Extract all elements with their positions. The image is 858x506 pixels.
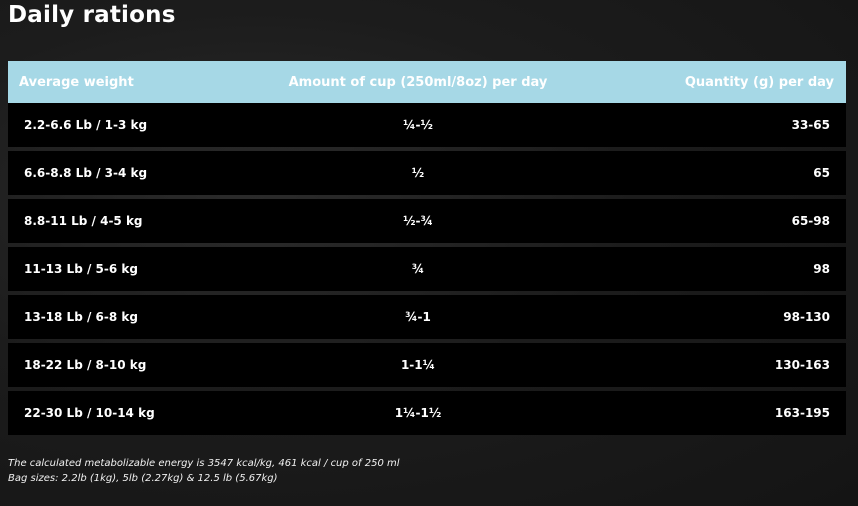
table-row: 8.8-11 Lb / 4-5 kg ½-¾ 65-98 [8,199,846,243]
cell-weight: 18-22 Lb / 8-10 kg [24,358,147,372]
page-title: Daily rations [8,2,176,28]
table-row: 6.6-8.8 Lb / 3-4 kg ½ 65 [8,151,846,195]
cell-grams: 163-195 [774,406,830,420]
cell-weight: 6.6-8.8 Lb / 3-4 kg [24,166,148,180]
cell-weight: 8.8-11 Lb / 4-5 kg [24,214,143,228]
cell-grams: 65-98 [791,214,830,228]
cell-weight: 22-30 Lb / 10-14 kg [24,406,155,420]
rations-table: Average weight Amount of cup (250ml/8oz)… [8,61,846,435]
cell-weight: 2.2-6.6 Lb / 1-3 kg [24,118,148,132]
cell-cup: ¼-½ [403,118,433,132]
cell-grams: 65 [813,166,830,180]
header-cup-amount: Amount of cup (250ml/8oz) per day [288,74,548,90]
cell-grams: 33-65 [791,118,830,132]
cell-grams: 130-163 [774,358,830,372]
cell-cup: ½ [411,166,425,180]
table-row: 2.2-6.6 Lb / 1-3 kg ¼-½ 33-65 [8,103,846,147]
footnotes: The calculated metabolizable energy is 3… [8,456,400,486]
table-row: 13-18 Lb / 6-8 kg ¾-1 98-130 [8,295,846,339]
header-quantity: Quantity (g) per day [684,74,834,90]
cell-cup: ¾-1 [405,310,431,324]
table-row: 18-22 Lb / 8-10 kg 1-1¼ 130-163 [8,343,846,387]
bag-sizes-note: Bag sizes: 2.2lb (1kg), 5lb (2.27kg) & 1… [8,473,278,484]
cell-grams: 98-130 [783,310,830,324]
table-header: Average weight Amount of cup (250ml/8oz)… [8,61,846,103]
table-row: 11-13 Lb / 5-6 kg ¾ 98 [8,247,846,291]
cell-weight: 13-18 Lb / 6-8 kg [24,310,138,324]
cell-cup: ½-¾ [403,214,433,228]
cell-cup: 1¼-1½ [394,406,442,420]
header-average-weight: Average weight [19,74,134,90]
energy-note: The calculated metabolizable energy is 3… [8,458,400,469]
cell-cup: ¾ [411,262,425,276]
cell-cup: 1-1¼ [400,358,436,372]
cell-grams: 98 [813,262,830,276]
table-row: 22-30 Lb / 10-14 kg 1¼-1½ 163-195 [8,391,846,435]
cell-weight: 11-13 Lb / 5-6 kg [24,262,138,276]
